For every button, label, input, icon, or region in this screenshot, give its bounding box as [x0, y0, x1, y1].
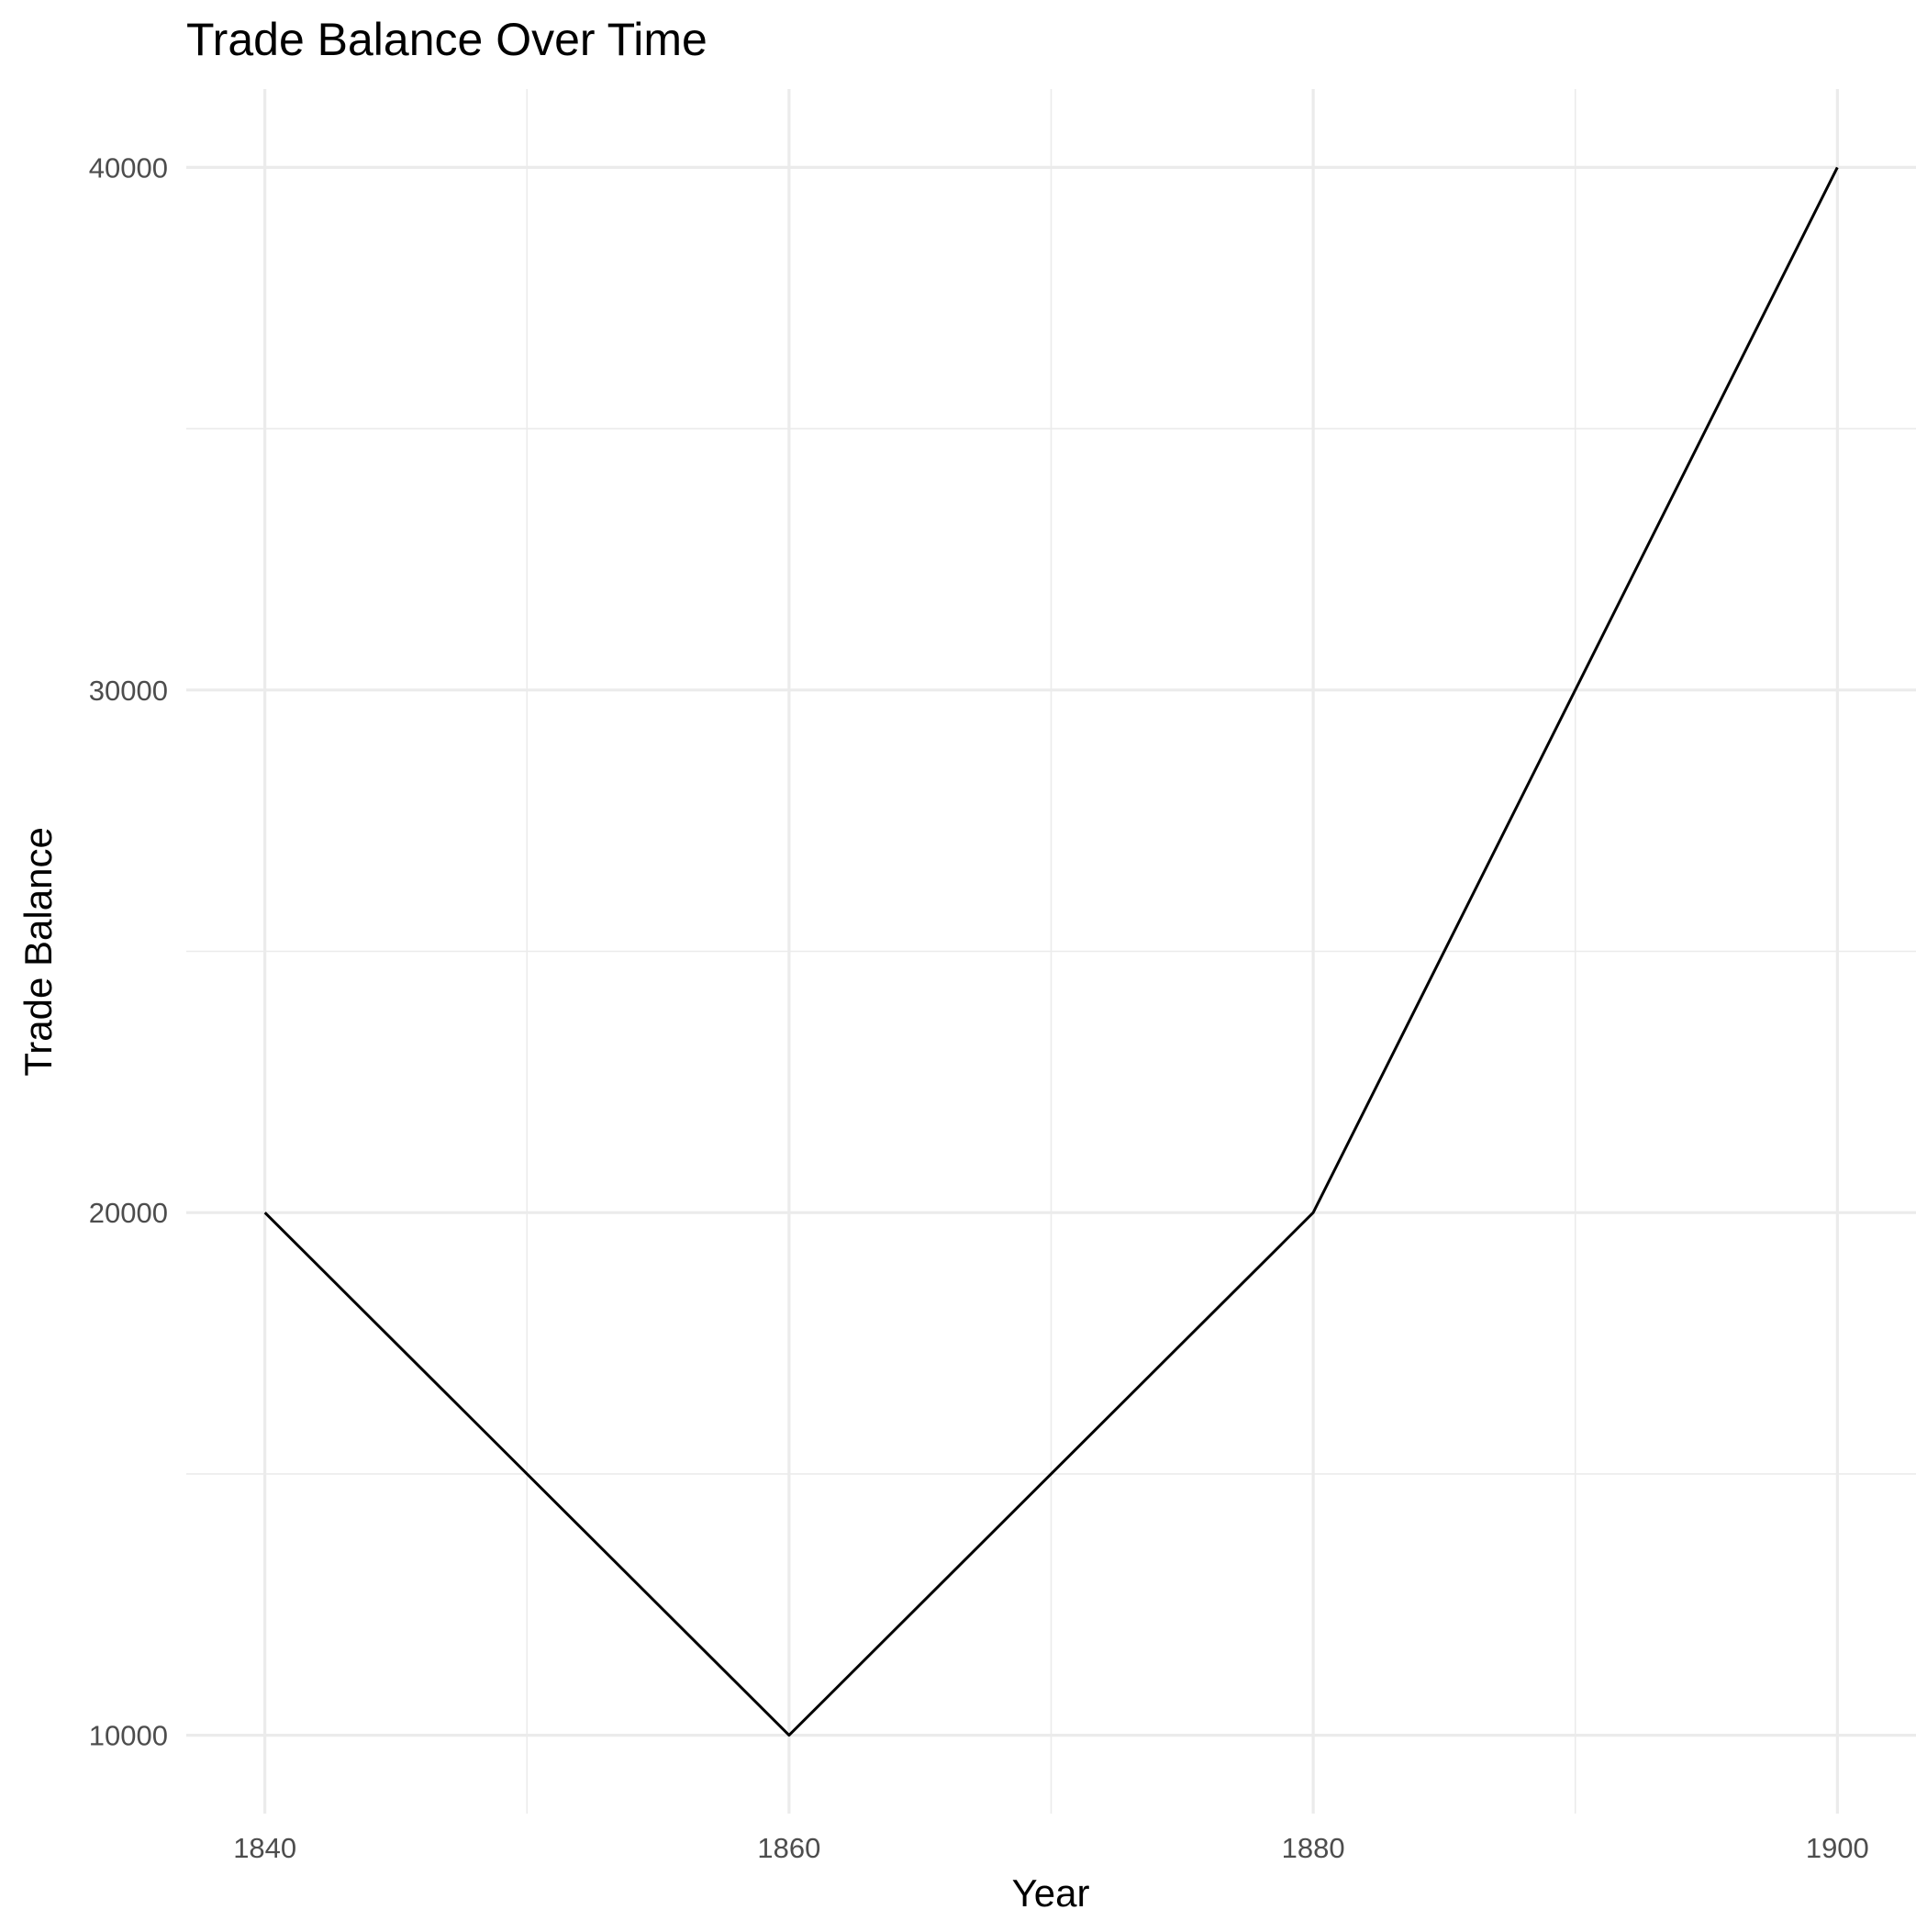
x-axis-title: Year [1012, 1871, 1090, 1915]
grid-lines [186, 89, 1916, 1814]
y-tick-label: 30000 [89, 675, 168, 707]
x-tick-label: 1860 [757, 1832, 820, 1864]
series-line [263, 166, 1839, 1737]
x-tick-label: 1840 [233, 1832, 296, 1864]
tick-labels: 1840 1860 1880 1900 10000 20000 30000 40000 [89, 151, 1869, 1864]
x-tick-label: 1880 [1282, 1832, 1345, 1864]
y-tick-label: 40000 [89, 151, 168, 184]
chart-title: Trade Balance Over Time [186, 14, 707, 65]
series-layer [263, 166, 1839, 1737]
y-axis-title: Trade Balance [17, 827, 60, 1077]
y-tick-label: 20000 [89, 1197, 168, 1229]
x-tick-label: 1900 [1806, 1832, 1869, 1864]
y-tick-label: 10000 [89, 1720, 168, 1752]
